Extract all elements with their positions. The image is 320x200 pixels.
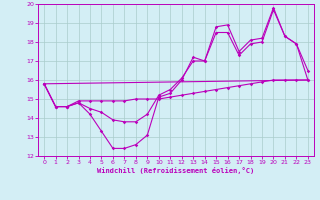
X-axis label: Windchill (Refroidissement éolien,°C): Windchill (Refroidissement éolien,°C) [97,167,255,174]
